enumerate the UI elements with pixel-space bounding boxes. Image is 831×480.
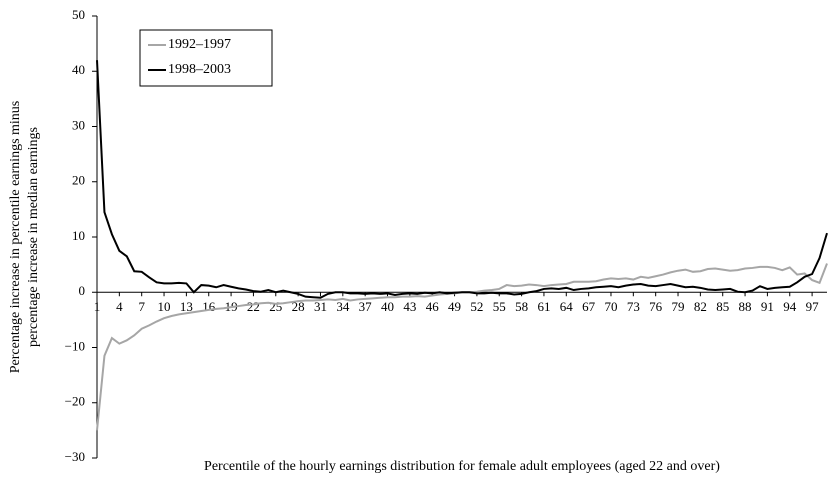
y-tick-label: 50 (72, 7, 85, 22)
x-tick-label: 94 (783, 299, 797, 314)
y-tick-label: 40 (72, 62, 85, 77)
x-tick-label: 25 (269, 299, 282, 314)
x-tick-label: 49 (448, 299, 461, 314)
y-tick-label: −10 (65, 338, 85, 353)
x-tick-label: 61 (537, 299, 550, 314)
x-tick-label: 4 (116, 299, 123, 314)
x-tick-label: 22 (247, 299, 260, 314)
x-tick-label: 40 (381, 299, 394, 314)
x-tick-label: 16 (202, 299, 216, 314)
y-tick-label: 0 (79, 283, 86, 298)
x-axis-label: Percentile of the hourly earnings distri… (204, 459, 720, 474)
x-tick-label: 91 (761, 299, 774, 314)
x-tick-label: 13 (180, 299, 193, 314)
x-tick-label: 52 (470, 299, 483, 314)
x-tick-label: 46 (426, 299, 440, 314)
x-tick-label: 67 (582, 299, 596, 314)
x-tick-label: 37 (359, 299, 373, 314)
series-line (96, 263, 828, 431)
x-tick-label: 1 (94, 299, 101, 314)
y-tick-label: −30 (65, 449, 85, 464)
x-tick-label: 88 (739, 299, 752, 314)
x-tick-label: 70 (604, 299, 617, 314)
x-tick-label: 97 (806, 299, 820, 314)
x-tick-label: 64 (560, 299, 574, 314)
x-tick-label: 34 (336, 299, 350, 314)
x-tick-label: 55 (493, 299, 506, 314)
y-tick-label: 20 (72, 173, 85, 188)
x-tick-label: 7 (138, 299, 145, 314)
x-tick-label: 76 (649, 299, 663, 314)
x-tick-label: 85 (716, 299, 729, 314)
x-tick-label: 73 (627, 299, 640, 314)
legend-box (139, 29, 273, 87)
y-tick-label: 10 (72, 228, 85, 243)
y-tick-label: −20 (65, 394, 85, 409)
series-line (96, 60, 828, 299)
legend-label: 1992–1997 (168, 37, 231, 52)
x-tick-label: 58 (515, 299, 528, 314)
x-tick-label: 82 (694, 299, 707, 314)
x-tick-label: 43 (403, 299, 416, 314)
y-tick-label: 30 (72, 117, 85, 132)
legend-label: 1998–2003 (168, 62, 231, 77)
y-axis-label: percentage increase in median earnings (26, 127, 41, 347)
x-tick-label: 31 (314, 299, 327, 314)
y-axis-label: Percentage increase in percentile earnin… (8, 101, 23, 374)
x-tick-label: 28 (292, 299, 305, 314)
x-tick-label: 10 (158, 299, 171, 314)
x-tick-label: 79 (672, 299, 685, 314)
